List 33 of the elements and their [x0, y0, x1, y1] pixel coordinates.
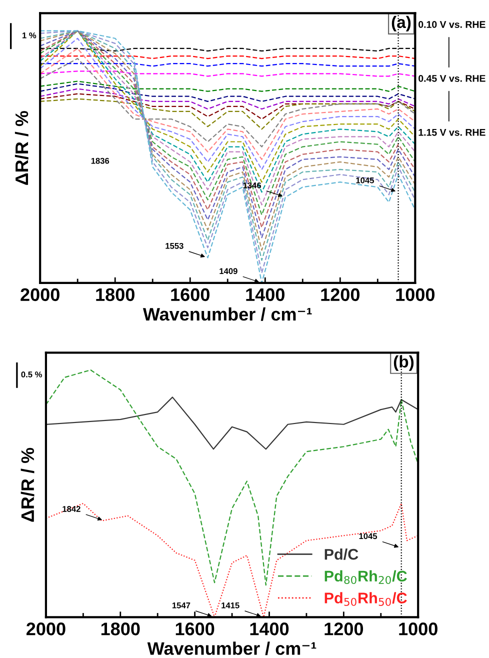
x-tick-label: 1000	[399, 622, 438, 636]
annotation: 1553	[166, 242, 184, 249]
annotation: 1547	[172, 602, 190, 608]
x-tick-label: 1400	[250, 622, 289, 636]
x-tick-label: 1600	[171, 288, 210, 302]
chart-title: (b)	[394, 355, 414, 371]
x-tick-label: 1600	[176, 622, 214, 636]
chart-title: (a)	[392, 16, 411, 32]
y-axis-title: ΔR/R / %	[14, 110, 28, 185]
annotation: 1836	[91, 158, 110, 164]
legend-label: Pd$_{50}$Rh$_{50}$/C	[324, 592, 407, 606]
text: 0.5 %	[21, 372, 42, 378]
legend-label: Pd/C	[324, 548, 358, 560]
text: 1 %	[22, 32, 36, 38]
x-tick-label: 2000	[26, 622, 66, 636]
annotation: 1045	[356, 177, 374, 184]
x-axis-title: Wavenumber / cm⁻¹	[147, 642, 316, 656]
text: 1.15 V vs. RHE	[418, 129, 486, 136]
x-tick-label: 1200	[324, 622, 364, 636]
annotation: 1415	[222, 602, 240, 608]
x-tick-label: 2000	[20, 288, 60, 302]
text: 0.45 V vs. RHE	[418, 74, 486, 82]
text: 0.10 V vs. RHE	[418, 21, 486, 28]
x-tick-label: 1200	[321, 288, 360, 302]
y-axis-title: ΔR/R / %	[20, 448, 34, 522]
x-tick-label: 1800	[101, 622, 140, 636]
x-tick-label: 1000	[396, 288, 435, 302]
legend-label: Pd$_{80}$Rh$_{20}$/C	[324, 570, 407, 584]
annotation: 1045	[359, 533, 378, 540]
x-axis-title: Wavenumber / cm⁻¹	[142, 307, 312, 321]
annotation: 1409	[220, 268, 238, 274]
x-tick-label: 1800	[96, 288, 134, 302]
x-tick-label: 1400	[246, 288, 284, 302]
